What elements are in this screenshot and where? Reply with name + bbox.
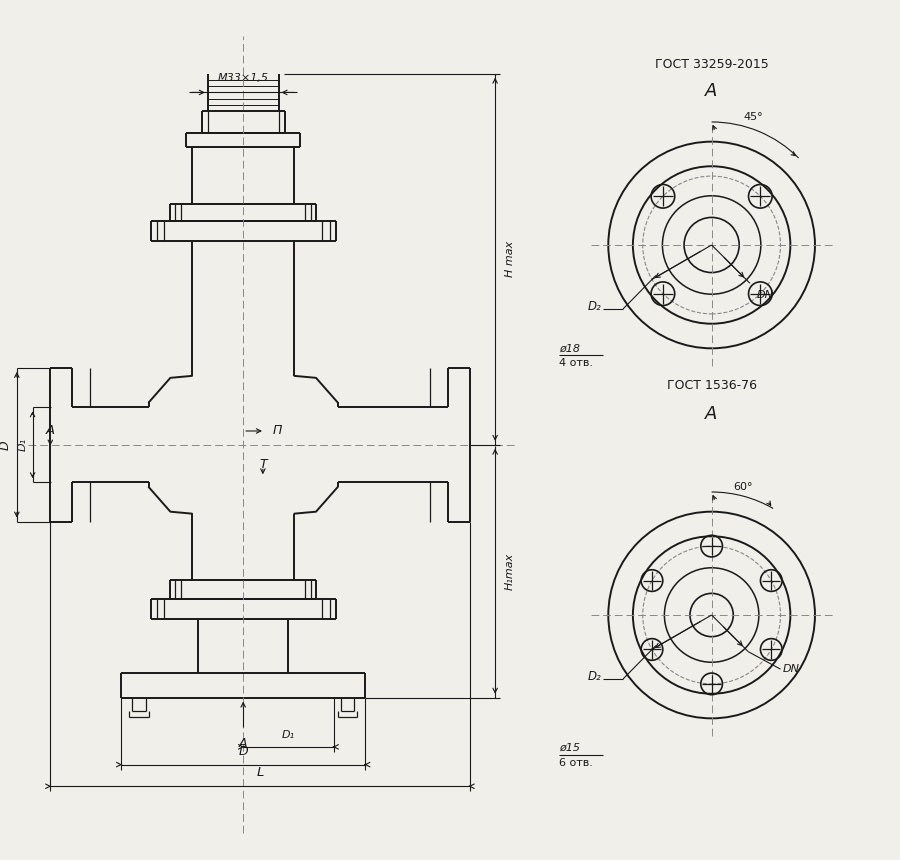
Text: DN: DN (757, 290, 774, 300)
Text: L: L (256, 766, 264, 779)
Text: Т: Т (259, 458, 266, 471)
Text: ГОСТ 33259-2015: ГОСТ 33259-2015 (655, 58, 769, 71)
Text: 4 отв.: 4 отв. (559, 358, 593, 368)
Text: H₁max: H₁max (505, 553, 515, 590)
Text: А: А (46, 424, 55, 437)
Text: ø15: ø15 (559, 743, 580, 753)
Text: M33×1,5: M33×1,5 (218, 72, 269, 83)
Text: А: А (238, 737, 248, 750)
Text: H max: H max (505, 241, 515, 278)
Text: А: А (706, 405, 718, 423)
Text: D₁: D₁ (18, 439, 28, 452)
Text: П: П (273, 425, 283, 438)
Text: 60°: 60° (734, 482, 752, 492)
Text: 45°: 45° (743, 112, 762, 122)
Text: ø18: ø18 (559, 343, 580, 353)
Text: 6 отв.: 6 отв. (559, 758, 593, 768)
Text: D₂: D₂ (588, 299, 601, 312)
Text: D: D (0, 440, 12, 450)
Text: ГОСТ 1536-76: ГОСТ 1536-76 (667, 378, 757, 391)
Text: DN: DN (782, 664, 799, 674)
Text: А: А (706, 83, 718, 101)
Text: D₂: D₂ (588, 670, 601, 683)
Text: D₁: D₁ (282, 730, 295, 740)
Text: D: D (238, 745, 248, 758)
